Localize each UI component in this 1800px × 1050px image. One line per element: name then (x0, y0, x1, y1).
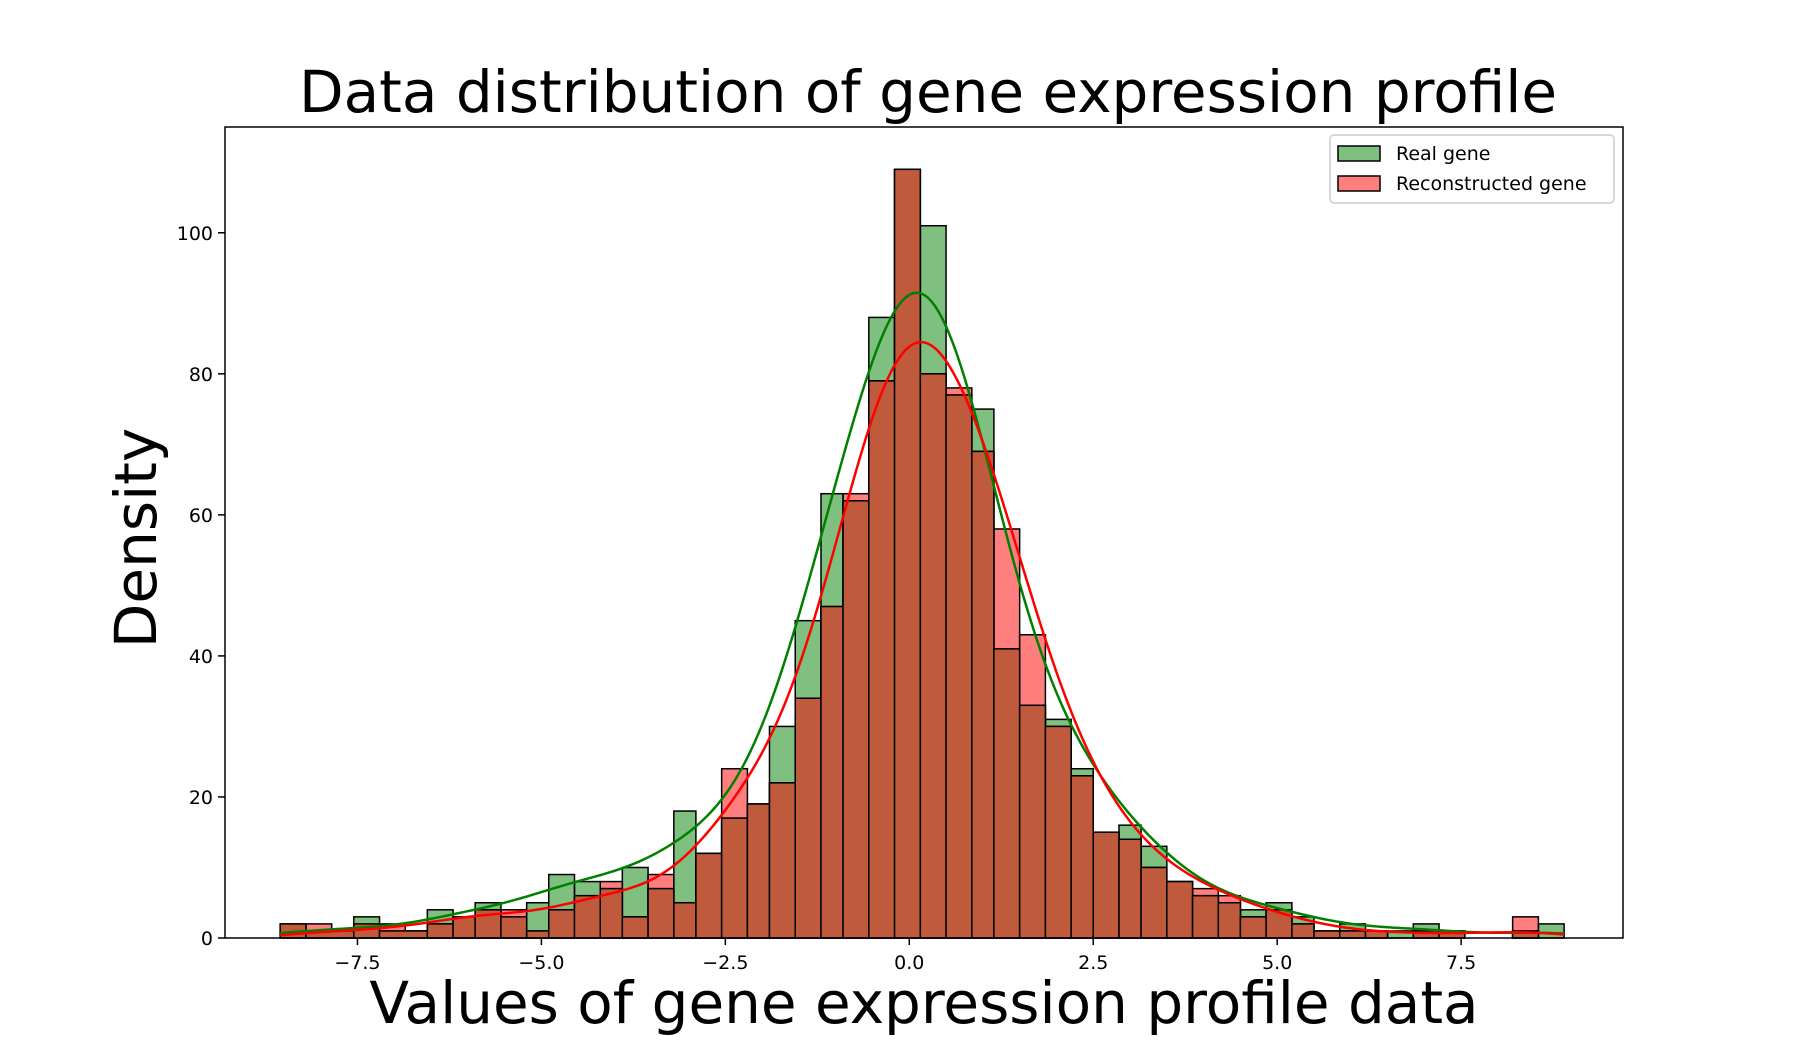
overlap-bar-22 (868, 380, 896, 939)
legend: Real gene Reconstructed gene (1329, 134, 1615, 204)
legend-swatch-real-gene (1337, 145, 1381, 162)
overlap-bar-26 (971, 450, 995, 939)
overlap-bar-31 (1092, 831, 1120, 939)
overlap-bar-5 (452, 916, 476, 939)
overlap-bar-29 (1044, 725, 1072, 939)
overlap-bar-12 (621, 916, 649, 939)
y-axis-ticks: 0 20 40 60 80 100 (177, 223, 225, 950)
x-axis-ticks: −7.5 −5.0 −2.5 0.0 2.5 5.0 7.5 (334, 938, 1476, 974)
overlap-bar-7 (500, 916, 528, 939)
overlap-bar-19 (794, 697, 822, 939)
overlap-bar-14 (673, 901, 697, 939)
overlap-bar-30 (1070, 775, 1094, 939)
overlap-bar-27 (993, 648, 1021, 939)
overlap-bar-33 (1140, 866, 1168, 939)
overlap-bar-25 (945, 394, 973, 939)
overlap-bar-35 (1191, 894, 1220, 939)
x-tick-label: −5.0 (518, 952, 564, 974)
overlap-bar-13 (647, 887, 675, 939)
y-tick-label: 0 (201, 928, 213, 950)
x-tick-label: 5.0 (1262, 952, 1292, 974)
real-gene-kde-line (280, 291, 1565, 935)
overlap-bar-24 (919, 373, 947, 939)
overlap-bar-20 (820, 605, 844, 939)
overlap-bar-15 (695, 852, 723, 939)
y-tick-label: 100 (177, 223, 213, 245)
chart-title: Data distribution of gene expression pro… (299, 58, 1557, 126)
overlap-bar-4 (426, 923, 454, 939)
legend-label-real-gene: Real gene (1396, 143, 1490, 165)
reconstructed-gene-kde-line (280, 340, 1565, 937)
x-tick-label: 2.5 (1078, 952, 1108, 974)
overlap-bar-23 (893, 168, 922, 939)
y-axis-label: Density (102, 428, 170, 649)
x-tick-label: −7.5 (334, 952, 380, 974)
overlap-bar-37 (1239, 916, 1267, 939)
x-axis-label: Values of gene expression profile data (369, 969, 1478, 1037)
x-tick-label: 7.5 (1446, 952, 1476, 974)
overlap-bar-28 (1018, 704, 1047, 939)
real-gene-bar-49 (1537, 923, 1565, 939)
overlap-bar-18 (768, 782, 796, 939)
y-tick-label: 60 (189, 505, 213, 527)
overlap-bars (279, 168, 1540, 939)
overlap-bar-41 (1338, 930, 1367, 939)
y-tick-label: 20 (189, 787, 213, 809)
overlap-bar-17 (746, 803, 771, 939)
overlap-bar-32 (1118, 838, 1142, 939)
overlap-bar-40 (1313, 930, 1341, 939)
overlap-bar-8 (525, 930, 550, 939)
kde-curves (280, 291, 1565, 937)
overlap-bar-9 (548, 909, 576, 939)
legend-label-reconstructed-gene: Reconstructed gene (1396, 173, 1587, 195)
y-tick-label: 40 (189, 646, 213, 668)
overlap-bar-39 (1291, 923, 1315, 939)
overlap-bar-16 (720, 817, 749, 939)
y-tick-label: 80 (189, 364, 213, 386)
overlap-bar-21 (842, 500, 870, 939)
overlap-bar-34 (1166, 880, 1194, 939)
x-tick-label: 0.0 (894, 952, 924, 974)
legend-swatch-reconstructed-gene (1337, 175, 1381, 192)
overlap-bar-3 (378, 930, 429, 939)
legend-box (1329, 134, 1615, 204)
plot-frame (224, 126, 1624, 939)
overlap-bar-36 (1217, 901, 1242, 939)
x-tick-label: −2.5 (702, 952, 748, 974)
